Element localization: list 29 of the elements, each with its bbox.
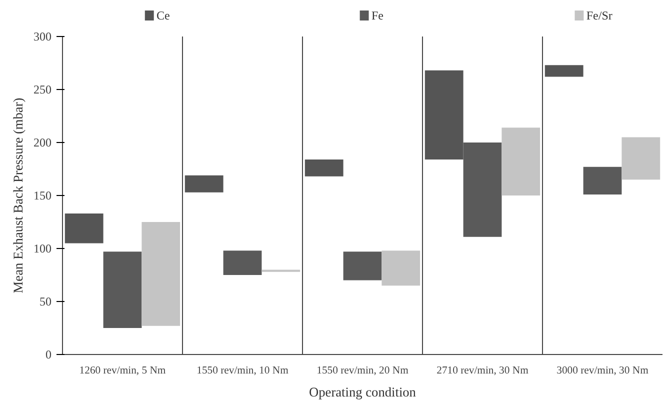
x-tick-label: 2710 rev/min, 30 Nm (436, 366, 530, 376)
x-axis-title: Operating condition (309, 384, 416, 400)
y-tick-label: 50 (40, 294, 52, 308)
y-tick-label: 200 (34, 136, 52, 150)
legend-label: Fe (371, 8, 384, 22)
y-tick-label: 300 (34, 30, 52, 44)
x-tick-label: 1550 rev/min, 20 Nm (316, 366, 410, 376)
legend-label: Ce (156, 8, 170, 22)
y-axis-title: Mean Exhaust Back Pressure (mbar) (10, 98, 26, 294)
bar (223, 250, 262, 275)
y-tick-label: 250 (34, 82, 52, 96)
x-tick-label: 1550 rev/min, 10 Nm (196, 366, 290, 376)
bar (343, 252, 382, 280)
bar (502, 128, 540, 196)
bar (184, 175, 224, 192)
bar (622, 137, 660, 180)
bar (103, 252, 142, 328)
bar (142, 222, 180, 326)
x-tick-label: 3000 rev/min, 30 Nm (556, 366, 650, 376)
legend-label: Fe/Sr (586, 8, 612, 22)
bar (64, 214, 104, 244)
x-tick-label: 1260 rev/min, 5 Nm (79, 366, 166, 376)
y-tick-label: 150 (34, 188, 52, 202)
bar (583, 166, 622, 194)
bar (382, 250, 420, 286)
bar (304, 159, 344, 176)
bar (544, 65, 584, 77)
y-tick-label: 100 (34, 242, 52, 256)
y-tick-label: 0 (46, 348, 52, 362)
